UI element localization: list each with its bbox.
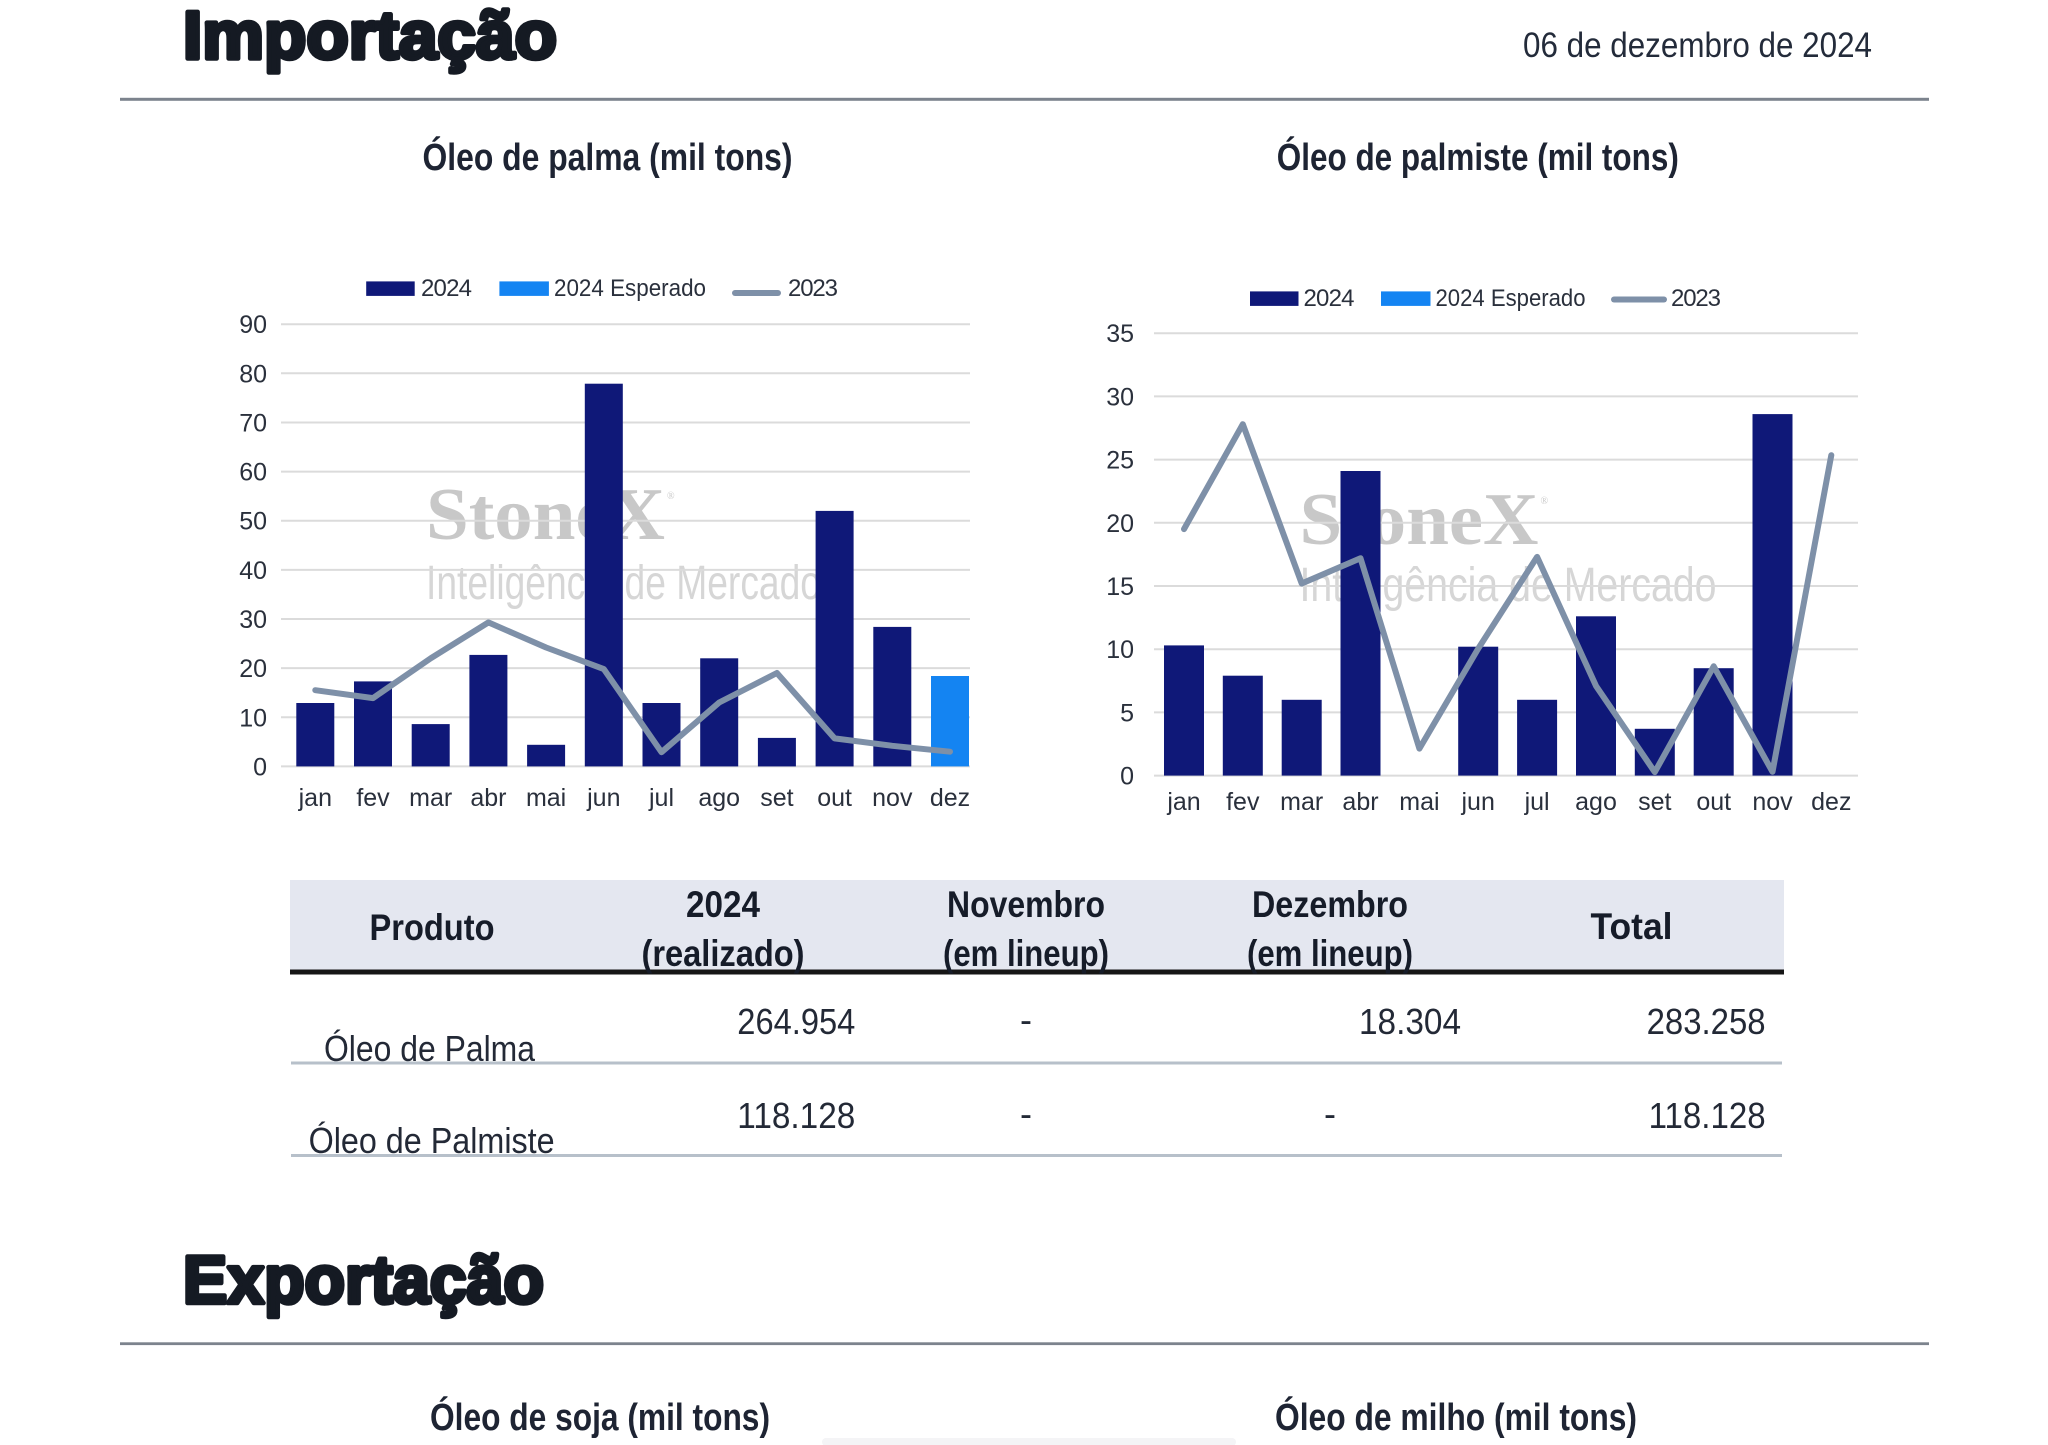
- svg-text:Novembro: Novembro: [947, 884, 1105, 925]
- svg-text:0: 0: [1120, 763, 1134, 791]
- svg-text:2024: 2024: [1304, 285, 1355, 312]
- svg-text:jun: jun: [586, 784, 620, 812]
- svg-text:set: set: [760, 784, 793, 812]
- svg-text:mai: mai: [526, 784, 566, 812]
- svg-text:2024 Esperado: 2024 Esperado: [1436, 285, 1586, 312]
- svg-text:abr: abr: [1342, 788, 1378, 816]
- svg-text:15: 15: [1106, 573, 1134, 601]
- svg-text:mar: mar: [1280, 788, 1323, 816]
- svg-text:30: 30: [1106, 383, 1134, 411]
- svg-text:nov: nov: [1752, 788, 1793, 816]
- svg-text:jul: jul: [1524, 788, 1550, 816]
- svg-text:2024: 2024: [686, 884, 760, 925]
- svg-text:118.128: 118.128: [1649, 1095, 1766, 1136]
- svg-text:Óleo de milho (mil tons): Óleo de milho (mil tons): [1275, 1395, 1637, 1439]
- svg-text:Óleo de palma (mil tons): Óleo de palma (mil tons): [423, 135, 793, 179]
- svg-text:ago: ago: [1575, 788, 1617, 816]
- svg-text:nov: nov: [872, 784, 913, 812]
- svg-text:2023: 2023: [788, 275, 838, 302]
- svg-text:(realizado): (realizado): [642, 933, 805, 974]
- svg-text:Inteligência de Mercado: Inteligência de Mercado: [426, 557, 821, 610]
- svg-text:50: 50: [239, 508, 267, 536]
- svg-text:set: set: [1638, 788, 1671, 816]
- svg-text:jan: jan: [298, 784, 332, 812]
- svg-text:Óleo de soja (mil tons): Óleo de soja (mil tons): [430, 1395, 770, 1439]
- svg-text:40: 40: [239, 557, 267, 585]
- svg-text:jul: jul: [648, 784, 674, 812]
- svg-text:2024: 2024: [421, 275, 472, 302]
- svg-text:StoneX: StoneX: [1300, 479, 1539, 561]
- svg-text:Importação: Importação: [183, 0, 557, 74]
- svg-text:dez: dez: [930, 784, 970, 812]
- svg-text:30: 30: [239, 606, 267, 634]
- svg-text:06 de dezembro de 2024: 06 de dezembro de 2024: [1523, 26, 1872, 65]
- svg-text:fev: fev: [1226, 788, 1260, 816]
- svg-text:mai: mai: [1399, 788, 1439, 816]
- svg-text:Exportação: Exportação: [183, 1242, 544, 1318]
- svg-text:fev: fev: [356, 784, 390, 812]
- svg-text:2024 Esperado: 2024 Esperado: [554, 275, 706, 302]
- svg-text:118.128: 118.128: [737, 1095, 855, 1136]
- svg-text:5: 5: [1120, 699, 1134, 727]
- svg-text:25: 25: [1106, 447, 1134, 475]
- svg-text:10: 10: [1106, 636, 1134, 664]
- svg-text:90: 90: [239, 311, 267, 339]
- svg-text:283.258: 283.258: [1647, 1001, 1766, 1042]
- svg-text:2023: 2023: [1671, 285, 1721, 312]
- svg-text:(em lineup): (em lineup): [1247, 933, 1413, 974]
- svg-text:-: -: [1020, 999, 1032, 1040]
- svg-text:264.954: 264.954: [737, 1001, 855, 1042]
- svg-text:jan: jan: [1166, 788, 1200, 816]
- svg-text:Óleo de Palma: Óleo de Palma: [324, 1028, 536, 1069]
- svg-text:jun: jun: [1461, 788, 1495, 816]
- svg-text:-: -: [1324, 1093, 1336, 1134]
- svg-text:Produto: Produto: [370, 907, 495, 948]
- svg-text:80: 80: [239, 360, 267, 388]
- svg-text:®: ®: [1541, 496, 1549, 507]
- svg-text:Óleo de Palmiste: Óleo de Palmiste: [309, 1120, 555, 1161]
- svg-text:out: out: [817, 784, 852, 812]
- svg-text:ago: ago: [698, 784, 740, 812]
- svg-text:Dezembro: Dezembro: [1252, 884, 1408, 925]
- svg-text:35: 35: [1106, 320, 1134, 348]
- svg-text:StoneX: StoneX: [426, 474, 665, 556]
- svg-text:70: 70: [239, 410, 267, 438]
- svg-text:dez: dez: [1811, 788, 1851, 816]
- svg-text:0: 0: [253, 753, 267, 781]
- svg-text:10: 10: [239, 704, 267, 732]
- svg-text:Óleo de palmiste (mil tons): Óleo de palmiste (mil tons): [1277, 135, 1679, 179]
- svg-text:60: 60: [239, 459, 267, 487]
- svg-text:®: ®: [667, 491, 675, 502]
- svg-text:out: out: [1696, 788, 1731, 816]
- svg-text:20: 20: [239, 655, 267, 683]
- svg-text:Total: Total: [1591, 906, 1673, 947]
- svg-text:abr: abr: [470, 784, 506, 812]
- svg-text:-: -: [1020, 1093, 1032, 1134]
- svg-text:18.304: 18.304: [1359, 1001, 1461, 1042]
- svg-text:(em lineup): (em lineup): [943, 933, 1109, 974]
- svg-text:mar: mar: [409, 784, 452, 812]
- svg-text:20: 20: [1106, 510, 1134, 538]
